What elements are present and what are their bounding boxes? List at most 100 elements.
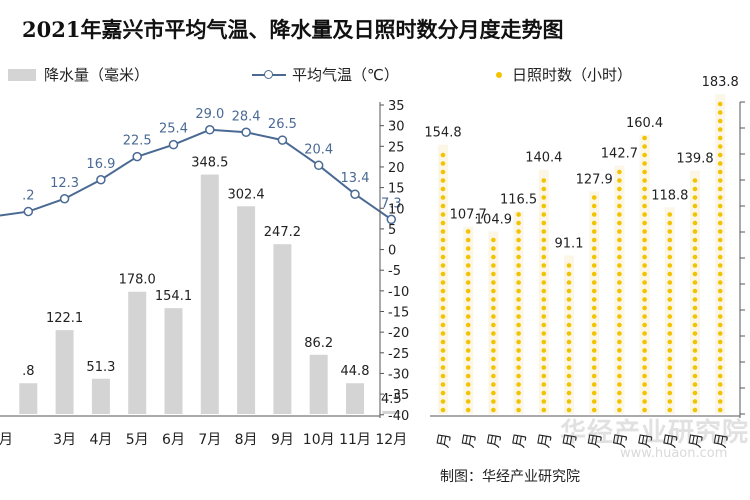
sunshine-dot	[465, 254, 471, 260]
temperature-axis-label: -10	[388, 285, 409, 300]
sunshine-dot	[465, 288, 471, 294]
sunshine-dot	[465, 280, 471, 285]
sunshine-dot	[491, 348, 496, 353]
sunshine-dot	[541, 254, 547, 260]
sunshine-dot	[541, 331, 547, 336]
sunshine-dot	[591, 212, 597, 217]
sunshine-dot	[617, 288, 622, 294]
sunshine-dot	[692, 365, 698, 370]
sunshine-dot	[617, 212, 622, 217]
sunshine-dot	[516, 322, 521, 328]
right-x-tick-label: 月	[635, 431, 655, 449]
sunshine-dot	[617, 195, 622, 200]
temperature-point	[168, 139, 179, 150]
sunshine-dot	[491, 254, 496, 260]
sunshine-dot	[692, 305, 698, 311]
sunshine-dot	[617, 237, 622, 243]
sunshine-dot	[591, 305, 597, 311]
sunshine-dot	[541, 229, 547, 234]
right-x-tick-label: 月	[459, 431, 479, 449]
precipitation-bar	[346, 383, 364, 414]
sunshine-dot	[667, 288, 673, 294]
precipitation-bar	[237, 206, 256, 414]
sunshine-dot	[617, 365, 622, 370]
sunshine-dot	[541, 314, 547, 319]
left-x-tick-label: 10月	[303, 432, 335, 448]
sunshine-dot	[566, 339, 572, 345]
sunshine-dot	[465, 390, 471, 396]
sunshine-dot	[617, 246, 622, 251]
sunshine-dot	[642, 186, 647, 192]
sunshine-dot	[591, 288, 597, 294]
sunshine-dot	[440, 382, 446, 387]
sunshine-dot	[717, 246, 723, 251]
sunshine-dot	[692, 186, 698, 192]
sunshine-label: 140.4	[525, 151, 562, 166]
sunshine-dot	[591, 365, 597, 370]
sunshine-dot	[642, 365, 647, 370]
sunshine-dot	[717, 348, 723, 353]
sunshine-dot	[591, 271, 597, 277]
sunshine-dot	[642, 212, 647, 217]
sunshine-dot	[465, 305, 471, 311]
right-x-tick-label: 月	[585, 431, 605, 449]
sunshine-dot	[591, 373, 597, 379]
sunshine-dot	[440, 254, 446, 260]
sunshine-dot	[516, 212, 521, 217]
right-x-tick-label: 月	[535, 431, 555, 449]
sunshine-dot	[692, 246, 698, 251]
sunshine-dot	[717, 212, 723, 217]
legend-temperature: 平均气温（℃）	[252, 64, 399, 85]
temperature-axis-label: -25	[388, 347, 409, 362]
temperature-point	[96, 175, 106, 185]
sunshine-column	[463, 226, 474, 414]
temperature-label: 26.5	[268, 117, 297, 132]
legend-temperature-swatch	[252, 69, 286, 81]
sunshine-dot	[717, 152, 723, 158]
sunshine-dot	[541, 390, 547, 396]
sunshine-dot	[617, 305, 622, 311]
sunshine-dot	[692, 288, 698, 294]
precipitation-label: 348.5	[191, 156, 228, 171]
left-x-tick-label: 8月	[235, 432, 258, 448]
sunshine-dot	[642, 152, 647, 158]
right-x-tick-label: 月	[686, 431, 706, 449]
sunshine-dot	[516, 331, 521, 336]
temperature-axis-label: -35	[388, 388, 409, 403]
sunshine-dot	[692, 195, 698, 200]
sunshine-dot	[566, 280, 572, 285]
sunshine-dot	[566, 365, 572, 370]
sunshine-dot	[591, 348, 597, 353]
sunshine-dot	[591, 237, 597, 243]
sunshine-dot	[717, 356, 723, 362]
temperature-axis-label: 5	[388, 223, 396, 238]
sunshine-dot	[667, 331, 673, 336]
sunshine-column	[664, 207, 675, 414]
sunshine-dot	[465, 246, 471, 251]
sunshine-dot	[440, 288, 446, 294]
precipitation-bar	[91, 378, 110, 414]
sunshine-dot	[692, 271, 698, 277]
sunshine-dot	[566, 373, 572, 379]
sunshine-dot	[465, 263, 471, 268]
left-x-tick-label: 9月	[271, 432, 294, 448]
temperature-axis-label: 25	[388, 140, 405, 155]
sunshine-dot	[516, 297, 521, 302]
sunshine-dot	[717, 110, 723, 115]
sunshine-dot	[440, 390, 446, 396]
temperature-label: 28.4	[232, 109, 261, 124]
sunshine-dot	[717, 161, 723, 166]
sunshine-dot	[440, 220, 446, 226]
sunshine-dot	[591, 280, 597, 285]
sunshine-dot	[692, 407, 698, 413]
sunshine-dot	[667, 348, 673, 353]
sunshine-dot	[516, 246, 521, 251]
sunshine-dot	[516, 407, 521, 413]
sunshine-dot	[617, 356, 622, 362]
sunshine-dot	[642, 288, 647, 294]
temperature-label: 16.9	[86, 157, 115, 172]
sunshine-dot	[617, 373, 622, 379]
watermark-logo: 华经产业研究院	[560, 418, 750, 448]
sunshine-dot	[465, 322, 471, 328]
sunshine-dot	[667, 246, 673, 251]
